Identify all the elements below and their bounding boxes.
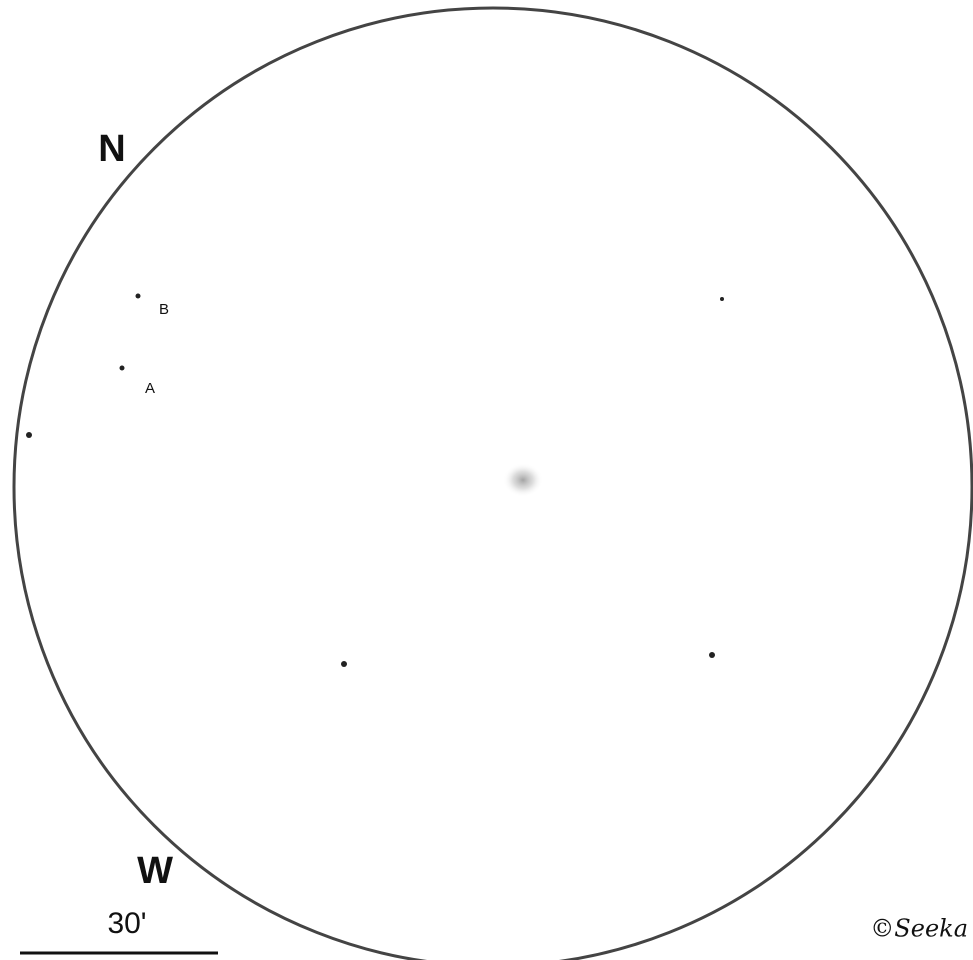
- star: [709, 652, 715, 658]
- star: [341, 661, 347, 667]
- star-label: A: [145, 380, 155, 397]
- star: [119, 365, 125, 371]
- nebula: [503, 463, 543, 497]
- star: [135, 293, 141, 299]
- star: [26, 432, 32, 438]
- scale-label: 30': [107, 907, 146, 940]
- west-label: W: [137, 850, 173, 892]
- signature: ©Seeka: [870, 915, 968, 943]
- north-label: N: [98, 128, 125, 170]
- field-of-view: [12, 6, 973, 960]
- star: [720, 297, 724, 301]
- star-label: B: [159, 301, 169, 318]
